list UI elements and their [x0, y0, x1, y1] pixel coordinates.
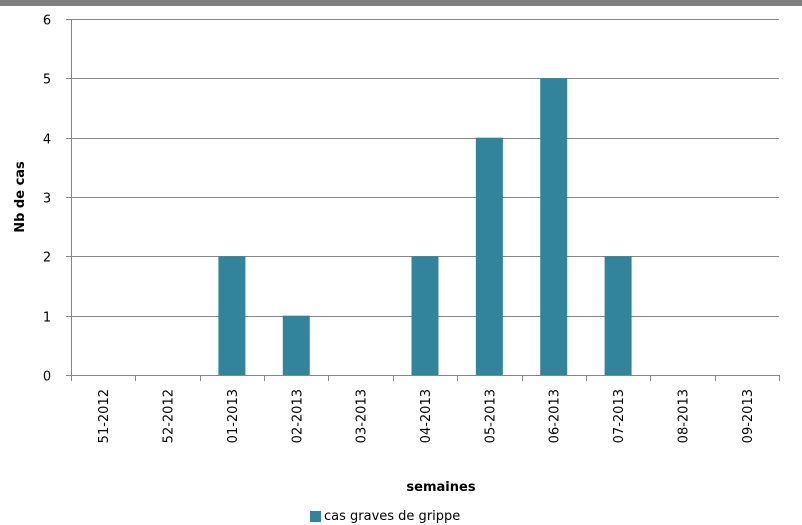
x-category-label: 51-2012 [97, 389, 112, 443]
y-tick-label: 1 [43, 311, 51, 326]
x-axis-title: semaines [406, 480, 475, 495]
y-tick-label: 3 [43, 192, 51, 207]
y-tick-label: 0 [43, 370, 51, 385]
x-category-label: 02-2013 [290, 389, 305, 443]
x-category-label: 07-2013 [612, 389, 627, 443]
bar-06-2013 [540, 78, 568, 375]
bar-07-2013 [604, 256, 632, 375]
legend-swatch [310, 511, 321, 522]
y-tick-label: 2 [43, 251, 51, 266]
bar-05-2013 [475, 137, 503, 375]
x-category-label: 05-2013 [483, 389, 498, 443]
x-category-label: 08-2013 [676, 389, 691, 443]
x-category-label: 06-2013 [548, 389, 563, 443]
x-category-label: 09-2013 [741, 389, 756, 443]
chart-top-border [0, 0, 802, 6]
y-axis-title: Nb de cas [13, 161, 28, 233]
bar-02-2013 [282, 315, 310, 375]
x-category-label: 04-2013 [419, 389, 434, 443]
legend-label: cas graves de grippe [324, 509, 461, 524]
x-category-label: 03-2013 [355, 389, 370, 443]
y-tick-label: 5 [43, 73, 51, 88]
x-category-label: 52-2012 [162, 389, 177, 443]
bar-04-2013 [411, 256, 439, 375]
legend: cas graves de grippe [310, 508, 460, 525]
y-tick-label: 4 [43, 133, 51, 148]
x-category-label: 01-2013 [226, 389, 241, 443]
bar-01-2013 [218, 256, 246, 375]
y-tick-label: 6 [43, 14, 51, 29]
